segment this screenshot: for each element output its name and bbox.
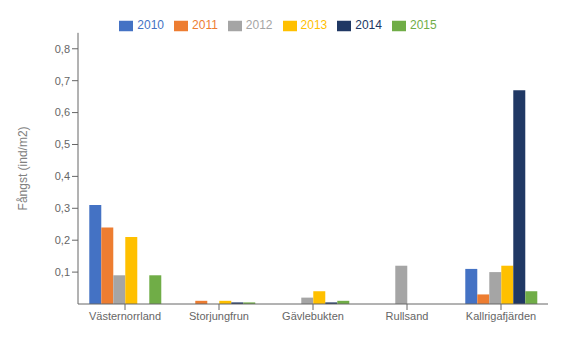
svg-text:0,1: 0,1 xyxy=(55,266,70,278)
svg-text:0,3: 0,3 xyxy=(55,202,70,214)
svg-text:Gävlebukten: Gävlebukten xyxy=(282,310,344,322)
svg-text:Rullsand: Rullsand xyxy=(386,310,429,322)
svg-text:0,4: 0,4 xyxy=(55,170,70,182)
svg-text:0,6: 0,6 xyxy=(55,106,70,118)
svg-text:0,2: 0,2 xyxy=(55,234,70,246)
html-text:2015: 2015 xyxy=(410,18,437,32)
svg-text:Fångst (ind/m2): Fångst (ind/m2) xyxy=(16,126,30,210)
svg-text:0,5: 0,5 xyxy=(55,138,70,150)
svg-text:Storjungfrun: Storjungfrun xyxy=(189,310,249,322)
svg-text:Kallrigafjärden: Kallrigafjärden xyxy=(466,310,536,322)
html-text:2011: 2011 xyxy=(192,18,218,32)
svg-text:0,7: 0,7 xyxy=(55,75,70,87)
html-text:2010: 2010 xyxy=(137,18,164,32)
html-text:2012: 2012 xyxy=(245,18,273,32)
html-text:2013: 2013 xyxy=(300,18,328,32)
svg-text:Västernorrland: Västernorrland xyxy=(89,310,161,322)
html-text:2014: 2014 xyxy=(355,18,382,32)
svg-text:0,8: 0,8 xyxy=(55,43,70,55)
